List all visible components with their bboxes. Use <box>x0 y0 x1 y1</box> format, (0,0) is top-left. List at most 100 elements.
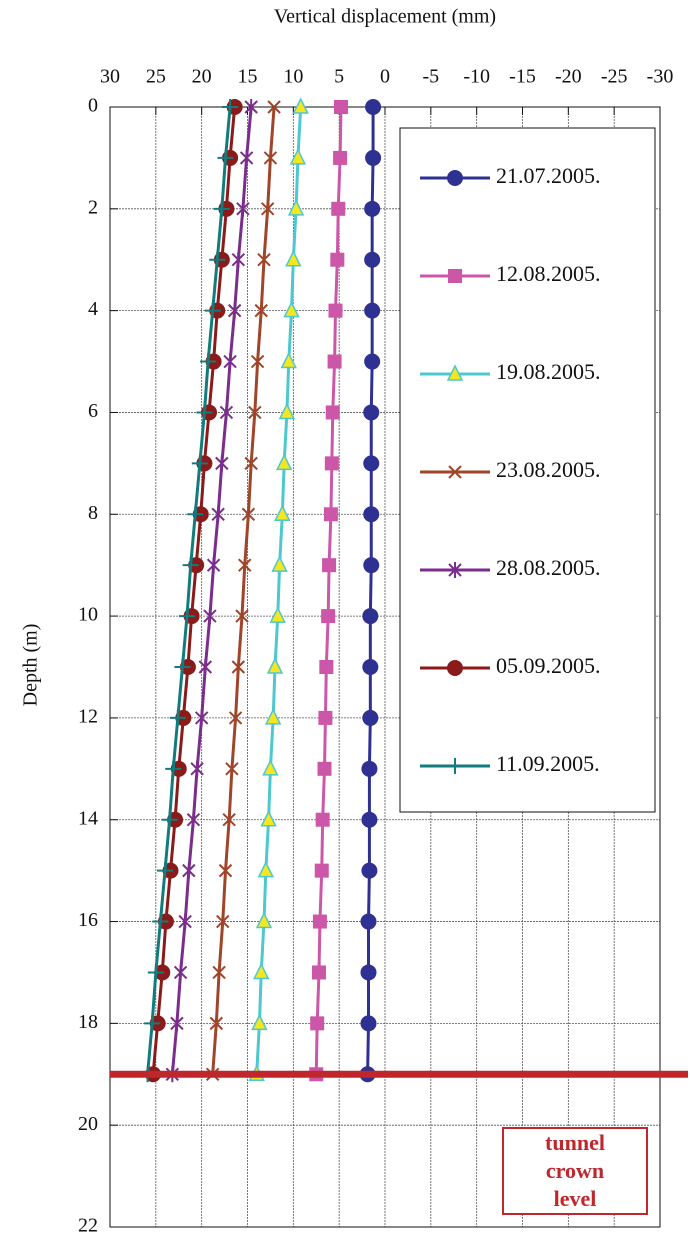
marker <box>187 506 204 523</box>
marker <box>190 760 204 777</box>
marker <box>244 456 258 471</box>
marker <box>182 557 199 574</box>
x-tick-label: -20 <box>555 66 582 88</box>
marker <box>319 660 334 674</box>
marker <box>219 404 234 421</box>
x-tick-label: 5 <box>334 66 344 88</box>
legend-label: 11.09.2005. <box>496 751 600 776</box>
y-tick-label: 4 <box>88 298 98 320</box>
marker <box>173 964 188 981</box>
marker <box>152 913 169 930</box>
x-tick-label: 0 <box>380 66 390 88</box>
x-tick-label: 15 <box>238 66 258 88</box>
marker <box>283 300 300 318</box>
y-tick-label: 14 <box>78 807 98 829</box>
marker <box>227 302 242 319</box>
marker <box>314 863 329 878</box>
legend-label: 19.08.2005. <box>496 359 601 384</box>
series-line <box>151 106 237 1075</box>
annotation-text: level <box>554 1186 597 1211</box>
x-axis-label: Vertical displacement (mm) <box>274 6 496 28</box>
marker <box>285 250 302 267</box>
marker <box>253 962 270 980</box>
y-tick-label: 0 <box>88 95 98 117</box>
marker <box>198 659 213 675</box>
marker <box>362 659 379 675</box>
marker <box>223 353 237 370</box>
series-line <box>146 106 232 1075</box>
marker <box>147 964 164 981</box>
marker <box>209 1016 224 1031</box>
marker <box>362 709 379 726</box>
marker <box>331 201 346 216</box>
legend-label: 28.08.2005. <box>496 555 601 580</box>
marker <box>254 303 268 318</box>
marker <box>447 660 463 676</box>
x-tick-label: 25 <box>146 66 166 88</box>
marker <box>264 708 282 725</box>
marker <box>236 200 250 217</box>
marker <box>315 812 330 827</box>
marker <box>251 1013 268 1031</box>
y-tick-label: 10 <box>78 604 98 626</box>
marker <box>204 302 221 319</box>
marker <box>317 761 332 776</box>
marker <box>216 914 230 929</box>
legend-label: 12.08.2005. <box>496 261 601 286</box>
marker <box>178 913 192 930</box>
y-tick-label: 16 <box>78 909 98 931</box>
marker <box>360 913 377 930</box>
marker <box>364 200 381 217</box>
marker <box>448 562 462 578</box>
marker <box>222 99 239 115</box>
legend-entry: 19.08.2005. <box>420 359 601 384</box>
marker <box>231 251 246 268</box>
marker <box>334 100 348 114</box>
legend-entry: 12.08.2005. <box>420 261 601 286</box>
marker <box>225 762 239 776</box>
marker <box>333 150 348 165</box>
marker <box>271 555 288 572</box>
marker <box>266 657 284 674</box>
annotation-text: tunnel <box>545 1130 605 1155</box>
marker <box>269 606 286 623</box>
legend-entry: 23.08.2005. <box>420 457 601 482</box>
series-line <box>366 107 375 1075</box>
marker <box>217 149 234 166</box>
marker <box>287 199 305 216</box>
marker <box>446 364 464 381</box>
marker <box>238 558 252 572</box>
marker <box>257 860 275 878</box>
marker <box>363 506 380 523</box>
marker <box>191 455 208 472</box>
marker <box>257 253 271 267</box>
marker <box>364 302 381 319</box>
marker <box>241 507 256 521</box>
marker <box>260 202 275 216</box>
marker <box>165 760 182 777</box>
legend-entry: 05.09.2005. <box>420 653 601 678</box>
x-tick-label: -15 <box>509 66 536 88</box>
marker <box>211 506 225 523</box>
plot-frame <box>109 106 661 1228</box>
marker <box>328 303 343 318</box>
marker <box>222 813 236 827</box>
x-tick-label: -10 <box>463 66 490 88</box>
marker <box>322 558 337 573</box>
marker <box>327 354 342 369</box>
marker <box>250 354 265 369</box>
marker <box>174 659 191 675</box>
marker <box>157 862 173 879</box>
marker <box>179 608 195 625</box>
marker <box>310 1016 325 1031</box>
marker <box>200 353 217 370</box>
marker <box>235 609 249 623</box>
marker <box>318 710 333 725</box>
marker <box>206 557 221 574</box>
marker <box>324 456 339 471</box>
marker <box>248 405 262 420</box>
series-line <box>170 106 253 1075</box>
annotation-box <box>502 1127 648 1215</box>
legend-label: 23.08.2005. <box>496 457 601 482</box>
